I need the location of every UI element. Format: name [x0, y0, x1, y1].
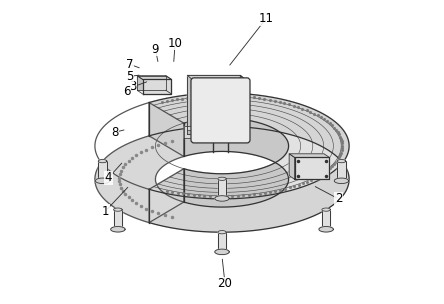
Polygon shape [99, 160, 107, 163]
Polygon shape [215, 249, 229, 254]
Text: 11: 11 [258, 12, 274, 25]
Polygon shape [322, 210, 330, 229]
Text: 8: 8 [111, 126, 118, 139]
Polygon shape [149, 93, 349, 232]
Polygon shape [184, 126, 193, 138]
FancyBboxPatch shape [191, 78, 250, 143]
Polygon shape [289, 154, 295, 179]
Polygon shape [98, 161, 107, 181]
Polygon shape [215, 196, 229, 201]
Text: 5: 5 [126, 70, 133, 83]
Polygon shape [289, 154, 329, 157]
Text: 2: 2 [335, 192, 342, 206]
Polygon shape [137, 76, 171, 79]
Polygon shape [295, 157, 329, 179]
Polygon shape [319, 226, 333, 232]
Polygon shape [95, 178, 110, 184]
Polygon shape [337, 161, 346, 181]
Polygon shape [187, 75, 240, 134]
Text: 7: 7 [126, 58, 134, 71]
Text: 6: 6 [123, 85, 131, 98]
Polygon shape [187, 75, 247, 81]
Polygon shape [194, 81, 247, 140]
Text: 20: 20 [218, 277, 233, 290]
Text: 9: 9 [152, 43, 159, 56]
Polygon shape [137, 76, 166, 90]
Text: 4: 4 [105, 171, 112, 184]
Polygon shape [334, 178, 349, 184]
Text: 10: 10 [168, 36, 182, 50]
Text: 3: 3 [129, 81, 136, 93]
Polygon shape [240, 75, 247, 140]
Polygon shape [143, 79, 171, 94]
Polygon shape [95, 136, 184, 223]
Polygon shape [149, 169, 184, 223]
Text: 1: 1 [102, 205, 109, 217]
Polygon shape [149, 93, 349, 199]
Polygon shape [322, 208, 330, 211]
Polygon shape [111, 226, 125, 232]
Polygon shape [114, 208, 122, 211]
Polygon shape [149, 102, 184, 157]
Polygon shape [184, 118, 289, 207]
Polygon shape [337, 160, 346, 163]
Polygon shape [114, 210, 122, 229]
Polygon shape [218, 232, 226, 252]
Polygon shape [218, 230, 226, 234]
Polygon shape [218, 179, 226, 199]
Polygon shape [218, 177, 226, 180]
